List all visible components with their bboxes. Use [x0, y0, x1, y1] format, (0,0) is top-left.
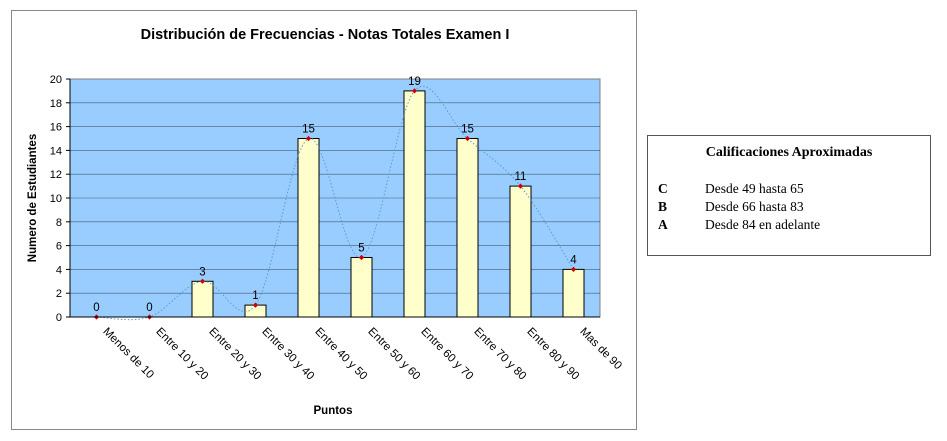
grade-letter: C	[658, 181, 668, 196]
x-category-label: Entre 30 y 40	[259, 326, 316, 383]
y-tick-label: 18	[50, 98, 62, 110]
data-marker	[252, 302, 259, 308]
x-category-label: Entre 80 y 90	[524, 326, 581, 383]
data-labels: 0 0 3 1 15 5 19 15 11 4	[93, 76, 577, 314]
y-axis-ticks: 0 2 4 6 8 10 12 14 16 18 20	[50, 74, 70, 324]
bar	[403, 90, 426, 318]
y-tick-label: 4	[56, 264, 62, 276]
data-label: 0	[93, 302, 99, 314]
grade-range: Desde 49 hasta 65	[705, 181, 804, 196]
data-marker	[358, 254, 365, 261]
x-category-label: Entre 60 y 70	[418, 326, 475, 383]
data-marker	[199, 278, 206, 284]
grade-legend-box: Calificaciones Aproximadas C Desde 49 ha…	[647, 135, 931, 256]
bar	[191, 280, 214, 318]
bar	[509, 185, 532, 318]
bar	[562, 268, 585, 318]
data-label: 15	[461, 124, 474, 136]
data-label: 11	[515, 171, 527, 183]
data-marker	[464, 135, 471, 142]
data-label: 15	[302, 124, 315, 136]
data-label: 19	[408, 76, 421, 88]
data-label: 0	[146, 302, 152, 314]
y-tick-label: 16	[50, 122, 62, 134]
x-category-label: Menos de 10	[100, 326, 156, 382]
y-tick-label: 8	[56, 217, 62, 229]
data-marker	[517, 183, 524, 189]
y-tick-label: 6	[56, 241, 62, 253]
bar	[456, 138, 479, 318]
grade-range: Desde 84 en adelante	[705, 217, 821, 232]
y-tick-label: 0	[56, 312, 62, 324]
grade-letter: B	[658, 199, 668, 214]
bar	[350, 257, 373, 318]
data-label: 5	[358, 243, 364, 255]
x-category-label: Entre 50 y 60	[365, 326, 422, 383]
y-tick-label: 20	[50, 74, 62, 86]
x-category-label: Entre 70 y 80	[471, 326, 528, 383]
y-axis-title: Numero de Estudiantes	[27, 134, 39, 262]
frequency-chart: Distribución de Frecuencias - Notas Tota…	[27, 27, 624, 417]
y-tick-label: 14	[50, 145, 62, 157]
data-marker	[305, 135, 312, 142]
data-marker	[411, 88, 418, 94]
bar	[297, 138, 320, 318]
data-label: 1	[252, 290, 258, 302]
x-category-label: Entre 10 y 20	[153, 326, 210, 383]
x-category-label: Entre 40 y 50	[312, 326, 369, 383]
x-category-label: Mas de 90	[577, 326, 623, 372]
y-tick-label: 12	[50, 169, 62, 181]
data-label: 4	[570, 254, 577, 266]
grade-letter: A	[658, 217, 668, 232]
x-axis-title: Puntos	[314, 405, 353, 417]
y-tick-label: 2	[56, 288, 62, 300]
x-category-label: Entre 20 y 30	[206, 326, 263, 383]
grade-range: Desde 66 hasta 83	[705, 199, 804, 214]
data-label: 3	[199, 266, 205, 278]
chart-frame: Distribución de Frecuencias - Notas Tota…	[11, 10, 637, 430]
data-marker	[570, 266, 577, 272]
chart-title: Distribución de Frecuencias - Notas Tota…	[141, 27, 510, 43]
y-tick-label: 10	[50, 193, 62, 205]
grade-legend-title: Calificaciones Aproximadas	[705, 145, 873, 160]
